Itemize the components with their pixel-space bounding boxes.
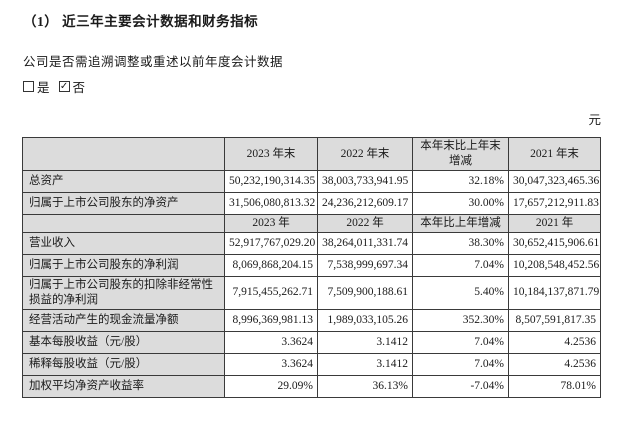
cell-value: 36.13% bbox=[317, 374, 413, 398]
financial-indicators-table: 2023 年末 2022 年末 本年末比上年末增减 2021 年末 总资产 50… bbox=[22, 137, 601, 398]
cell-value: 50,232,190,314.35 bbox=[224, 170, 318, 193]
table-row-net-profit-excl-nonrecurring: 归属于上市公司股东的扣除非经常性损益的净利润 7,915,455,262.71 … bbox=[22, 276, 601, 310]
cell-value: 38,264,011,331.74 bbox=[317, 232, 413, 255]
cell-value: 1,989,033,105.26 bbox=[317, 308, 413, 332]
currency-unit-label: 元 bbox=[588, 113, 601, 127]
table-row-net-assets: 归属于上市公司股东的净资产 31,506,080,813.32 24,236,2… bbox=[22, 192, 601, 215]
cell-value: 3.1412 bbox=[317, 352, 413, 376]
cell-value: 8,069,868,204.15 bbox=[224, 254, 318, 277]
column-header: 2022 年末 bbox=[317, 137, 413, 171]
column-header: 2021 年末 bbox=[508, 137, 601, 171]
cell-value: 7.04% bbox=[412, 352, 509, 376]
cell-value: 7,538,999,697.34 bbox=[317, 254, 413, 277]
row-label: 基本每股收益（元/股） bbox=[22, 330, 225, 354]
row-label: 总资产 bbox=[22, 170, 225, 193]
cell-value: 17,657,212,911.83 bbox=[508, 192, 601, 215]
column-header: 2023 年末 bbox=[224, 137, 318, 171]
cell-value: 30.00% bbox=[412, 192, 509, 215]
cell-value: 3.3624 bbox=[224, 330, 318, 354]
column-header: 本年比上年增减 bbox=[412, 214, 509, 233]
restatement-options: 是 ✓ 否 bbox=[23, 77, 626, 96]
checkbox-yes-box-icon bbox=[23, 81, 34, 92]
column-header: 本年末比上年末增减 bbox=[412, 137, 509, 171]
cell-value: 30,652,415,906.61 bbox=[508, 232, 601, 255]
cell-value: 78.01% bbox=[508, 374, 601, 398]
row-label: 归属于上市公司股东的扣除非经常性损益的净利润 bbox=[22, 276, 225, 310]
table-row-net-profit: 归属于上市公司股东的净利润 8,069,868,204.15 7,538,999… bbox=[22, 254, 601, 277]
corner-cell bbox=[22, 137, 225, 171]
cell-value: 38,003,733,941.95 bbox=[317, 170, 413, 193]
cell-value: 7.04% bbox=[412, 254, 509, 277]
checkbox-yes-label: 是 bbox=[37, 81, 50, 95]
cell-value: 29.09% bbox=[224, 374, 318, 398]
cell-value: 4.2536 bbox=[508, 330, 601, 354]
row-label: 归属于上市公司股东的净利润 bbox=[22, 254, 225, 277]
cell-value: 8,507,591,817.35 bbox=[508, 308, 601, 332]
row-label: 经营活动产生的现金流量净额 bbox=[22, 308, 225, 332]
column-header: 2023 年 bbox=[224, 214, 318, 233]
cell-value: 52,917,767,029.20 bbox=[224, 232, 318, 255]
cell-value: 7.04% bbox=[412, 330, 509, 354]
cell-value: 8,996,369,981.13 bbox=[224, 308, 318, 332]
cell-value: 32.18% bbox=[412, 170, 509, 193]
restatement-question: 公司是否需追溯调整或重述以前年度会计数据 bbox=[23, 55, 284, 69]
cell-value: 30,047,323,465.36 bbox=[508, 170, 601, 193]
cell-value: 3.3624 bbox=[224, 352, 318, 376]
row-label: 加权平均净资产收益率 bbox=[22, 374, 225, 398]
checkbox-no[interactable]: ✓ 否 bbox=[58, 77, 86, 96]
table-header-row-year: 2023 年 2022 年 本年比上年增减 2021 年 bbox=[22, 214, 601, 233]
checkbox-no-box-icon: ✓ bbox=[58, 81, 70, 92]
table-row-diluted-eps: 稀释每股收益（元/股） 3.3624 3.1412 7.04% 4.2536 bbox=[22, 352, 601, 376]
cell-value: 5.40% bbox=[412, 276, 509, 310]
table-row-revenue: 营业收入 52,917,767,029.20 38,264,011,331.74… bbox=[22, 232, 601, 255]
table-row-operating-cash-flow: 经营活动产生的现金流量净额 8,996,369,981.13 1,989,033… bbox=[22, 308, 601, 332]
row-label: 稀释每股收益（元/股） bbox=[22, 352, 225, 376]
column-header: 2022 年 bbox=[317, 214, 413, 233]
cell-value: 10,184,137,871.79 bbox=[508, 276, 601, 310]
checkbox-no-label: 否 bbox=[72, 81, 86, 95]
cell-value: 31,506,080,813.32 bbox=[224, 192, 318, 215]
column-header: 2021 年 bbox=[508, 214, 601, 233]
cell-value: 10,208,548,452.56 bbox=[508, 254, 601, 277]
table-row-basic-eps: 基本每股收益（元/股） 3.3624 3.1412 7.04% 4.2536 bbox=[22, 330, 601, 354]
cell-value: 7,509,900,188.61 bbox=[317, 276, 413, 310]
cell-value: 7,915,455,262.71 bbox=[224, 276, 318, 310]
table-row-weighted-avg-roe: 加权平均净资产收益率 29.09% 36.13% -7.04% 78.01% bbox=[22, 374, 601, 398]
cell-value: 4.2536 bbox=[508, 352, 601, 376]
table-row-total-assets: 总资产 50,232,190,314.35 38,003,733,941.95 … bbox=[22, 170, 601, 193]
row-label: 归属于上市公司股东的净资产 bbox=[22, 192, 225, 215]
cell-value: -7.04% bbox=[412, 374, 509, 398]
checkbox-no-glyph: ✓ bbox=[59, 81, 69, 92]
cell-value: 3.1412 bbox=[317, 330, 413, 354]
cell-value: 352.30% bbox=[412, 308, 509, 332]
row-label: 营业收入 bbox=[22, 232, 225, 255]
table-header-row-yearend: 2023 年末 2022 年末 本年末比上年末增减 2021 年末 bbox=[22, 137, 601, 171]
cell-value: 38.30% bbox=[412, 232, 509, 255]
section-title: （1） 近三年主要会计数据和财务指标 bbox=[23, 14, 259, 29]
corner-cell bbox=[22, 214, 225, 233]
checkbox-yes[interactable]: 是 bbox=[23, 77, 50, 96]
cell-value: 24,236,212,609.17 bbox=[317, 192, 413, 215]
